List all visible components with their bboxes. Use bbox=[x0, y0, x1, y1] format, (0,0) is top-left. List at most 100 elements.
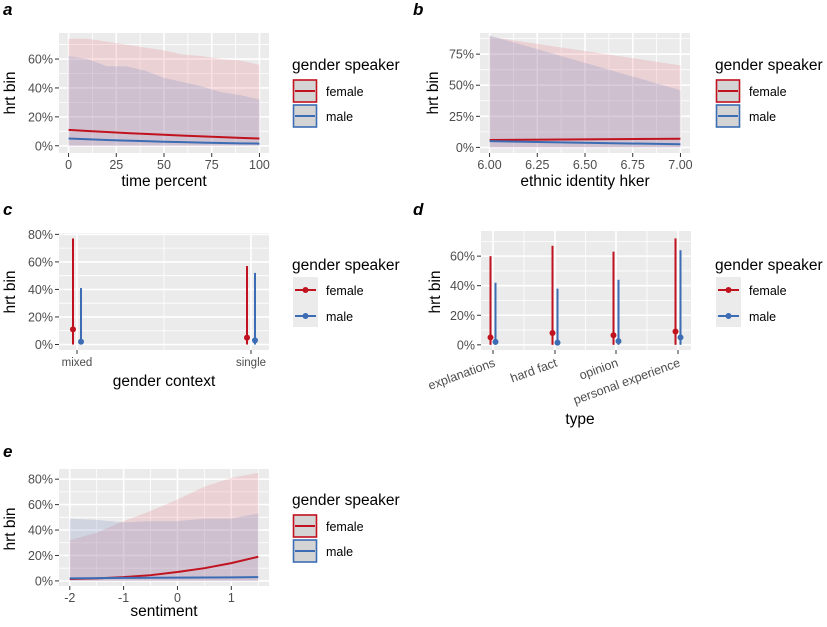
x-tick-label: 25 bbox=[109, 158, 123, 172]
legend-title: gender speaker bbox=[292, 492, 400, 509]
x-axis-title: ethnic identity hker bbox=[520, 173, 649, 190]
y-tick-label: 20% bbox=[28, 310, 53, 324]
panel-b: b 0% 25% 50% 75% 6.00 6.25 6.50 6.75 7.00 ethnic i… bbox=[413, 0, 823, 190]
x-tick-label: 0 bbox=[65, 158, 72, 172]
y-tick-label: 40% bbox=[450, 279, 475, 293]
legend-title: gender speaker bbox=[292, 257, 400, 274]
legend-label-female: female bbox=[749, 284, 787, 298]
panel-letter: e bbox=[3, 442, 12, 461]
legend-label-female: female bbox=[326, 85, 364, 99]
y-tick-label: 20% bbox=[450, 309, 475, 323]
panel-c: c 0% 20% 40% 60% 80% mixed single gender context… bbox=[2, 200, 400, 390]
panel-letter: c bbox=[3, 200, 13, 219]
y-tick-label: 40% bbox=[28, 524, 53, 538]
point-female bbox=[672, 328, 679, 335]
x-axis-title: time percent bbox=[121, 173, 207, 190]
point-male bbox=[554, 339, 561, 346]
legend-title: gender speaker bbox=[715, 257, 823, 274]
x-tick-label: 1 bbox=[228, 591, 235, 605]
panel-a: a 0% 20% 40% 60% 0 25 50 75 100 time percent hrt bi… bbox=[2, 0, 400, 190]
y-tick-label: 0% bbox=[456, 141, 474, 155]
y-tick-label: 40% bbox=[28, 81, 53, 95]
x-tick-label: 6.00 bbox=[477, 158, 501, 172]
point-male bbox=[252, 337, 258, 344]
point-female bbox=[244, 334, 250, 341]
point-female bbox=[487, 334, 494, 341]
point-male bbox=[492, 338, 499, 345]
y-tick-label: 0% bbox=[35, 338, 53, 352]
panel-background bbox=[481, 231, 691, 350]
legend-point-male bbox=[725, 313, 732, 319]
y-tick-label: 50% bbox=[449, 79, 474, 93]
y-tick-label: 20% bbox=[28, 110, 53, 124]
y-axis-title: hrt bin bbox=[2, 270, 19, 313]
x-tick-label: 100 bbox=[249, 158, 270, 172]
point-male bbox=[615, 338, 622, 345]
y-tick-label: 25% bbox=[449, 110, 474, 124]
y-tick-label: 0% bbox=[457, 338, 475, 352]
line-male bbox=[68, 137, 260, 145]
y-tick-label: 20% bbox=[28, 549, 53, 563]
legend-point-male bbox=[302, 313, 309, 319]
x-tick-label: personal experience bbox=[571, 356, 682, 408]
y-tick-label: 80% bbox=[28, 473, 53, 487]
x-tick-label: 75 bbox=[205, 158, 219, 172]
y-tick-label: 0% bbox=[35, 574, 53, 588]
legend-label-female: female bbox=[326, 284, 364, 298]
line-female bbox=[68, 128, 260, 140]
legend-label-male: male bbox=[326, 545, 353, 559]
legend: gender speaker female male bbox=[292, 492, 400, 563]
legend: gender speaker female male bbox=[292, 257, 400, 327]
y-axis-title: hrt bin bbox=[2, 507, 19, 550]
x-tick-label: 0 bbox=[174, 591, 181, 605]
ribbon-male bbox=[489, 35, 681, 148]
y-tick-label: 60% bbox=[450, 250, 475, 264]
panel-letter: d bbox=[413, 200, 424, 219]
x-axis-title: type bbox=[565, 411, 594, 428]
x-tick-label: -2 bbox=[64, 591, 75, 605]
ribbon-female bbox=[69, 472, 259, 581]
y-axis-title: hrt bin bbox=[427, 270, 444, 313]
y-tick-label: 0% bbox=[35, 139, 53, 153]
ribbon-female bbox=[68, 38, 260, 146]
x-tick-label: explanations bbox=[426, 356, 497, 393]
y-tick-label: 80% bbox=[28, 228, 53, 242]
ribbon-male bbox=[69, 513, 259, 581]
x-tick-label: -1 bbox=[118, 591, 129, 605]
legend-title: gender speaker bbox=[715, 57, 823, 74]
ribbon-female bbox=[489, 36, 681, 148]
legend: gender speaker female male bbox=[715, 57, 823, 128]
legend-label-male: male bbox=[326, 310, 353, 324]
x-tick-label: 7.00 bbox=[668, 158, 692, 172]
line-male bbox=[69, 576, 259, 580]
legend-label-male: male bbox=[749, 110, 776, 124]
x-tick-label: hard fact bbox=[509, 355, 560, 385]
y-axis-title: hrt bin bbox=[425, 71, 442, 114]
x-tick-label: 50 bbox=[157, 158, 171, 172]
legend-point-female bbox=[725, 287, 732, 293]
y-tick-label: 60% bbox=[28, 53, 53, 67]
x-tick-label: 6.25 bbox=[525, 158, 549, 172]
legend-key-background bbox=[716, 277, 741, 327]
x-tick-label: 6.50 bbox=[573, 158, 597, 172]
x-axis-title: sentiment bbox=[130, 603, 198, 620]
point-male bbox=[78, 338, 84, 345]
x-tick-label: single bbox=[236, 357, 266, 369]
legend-label-female: female bbox=[326, 520, 364, 534]
line-female bbox=[489, 137, 681, 141]
point-female bbox=[549, 330, 556, 336]
point-female bbox=[610, 332, 617, 339]
legend-title: gender speaker bbox=[292, 57, 400, 74]
x-axis-title: gender context bbox=[113, 373, 216, 390]
panel-d: d0%20%40%60%explanations hard fact opinion… bbox=[413, 200, 823, 428]
panel-letter: a bbox=[3, 0, 12, 19]
legend-label-male: male bbox=[326, 110, 353, 124]
y-tick-label: 40% bbox=[28, 283, 53, 297]
legend-label-male: male bbox=[749, 310, 776, 324]
legend-label-female: female bbox=[749, 85, 787, 99]
panel-background bbox=[59, 469, 269, 586]
legend: gender speaker female male bbox=[715, 257, 823, 327]
point-male bbox=[677, 334, 684, 341]
